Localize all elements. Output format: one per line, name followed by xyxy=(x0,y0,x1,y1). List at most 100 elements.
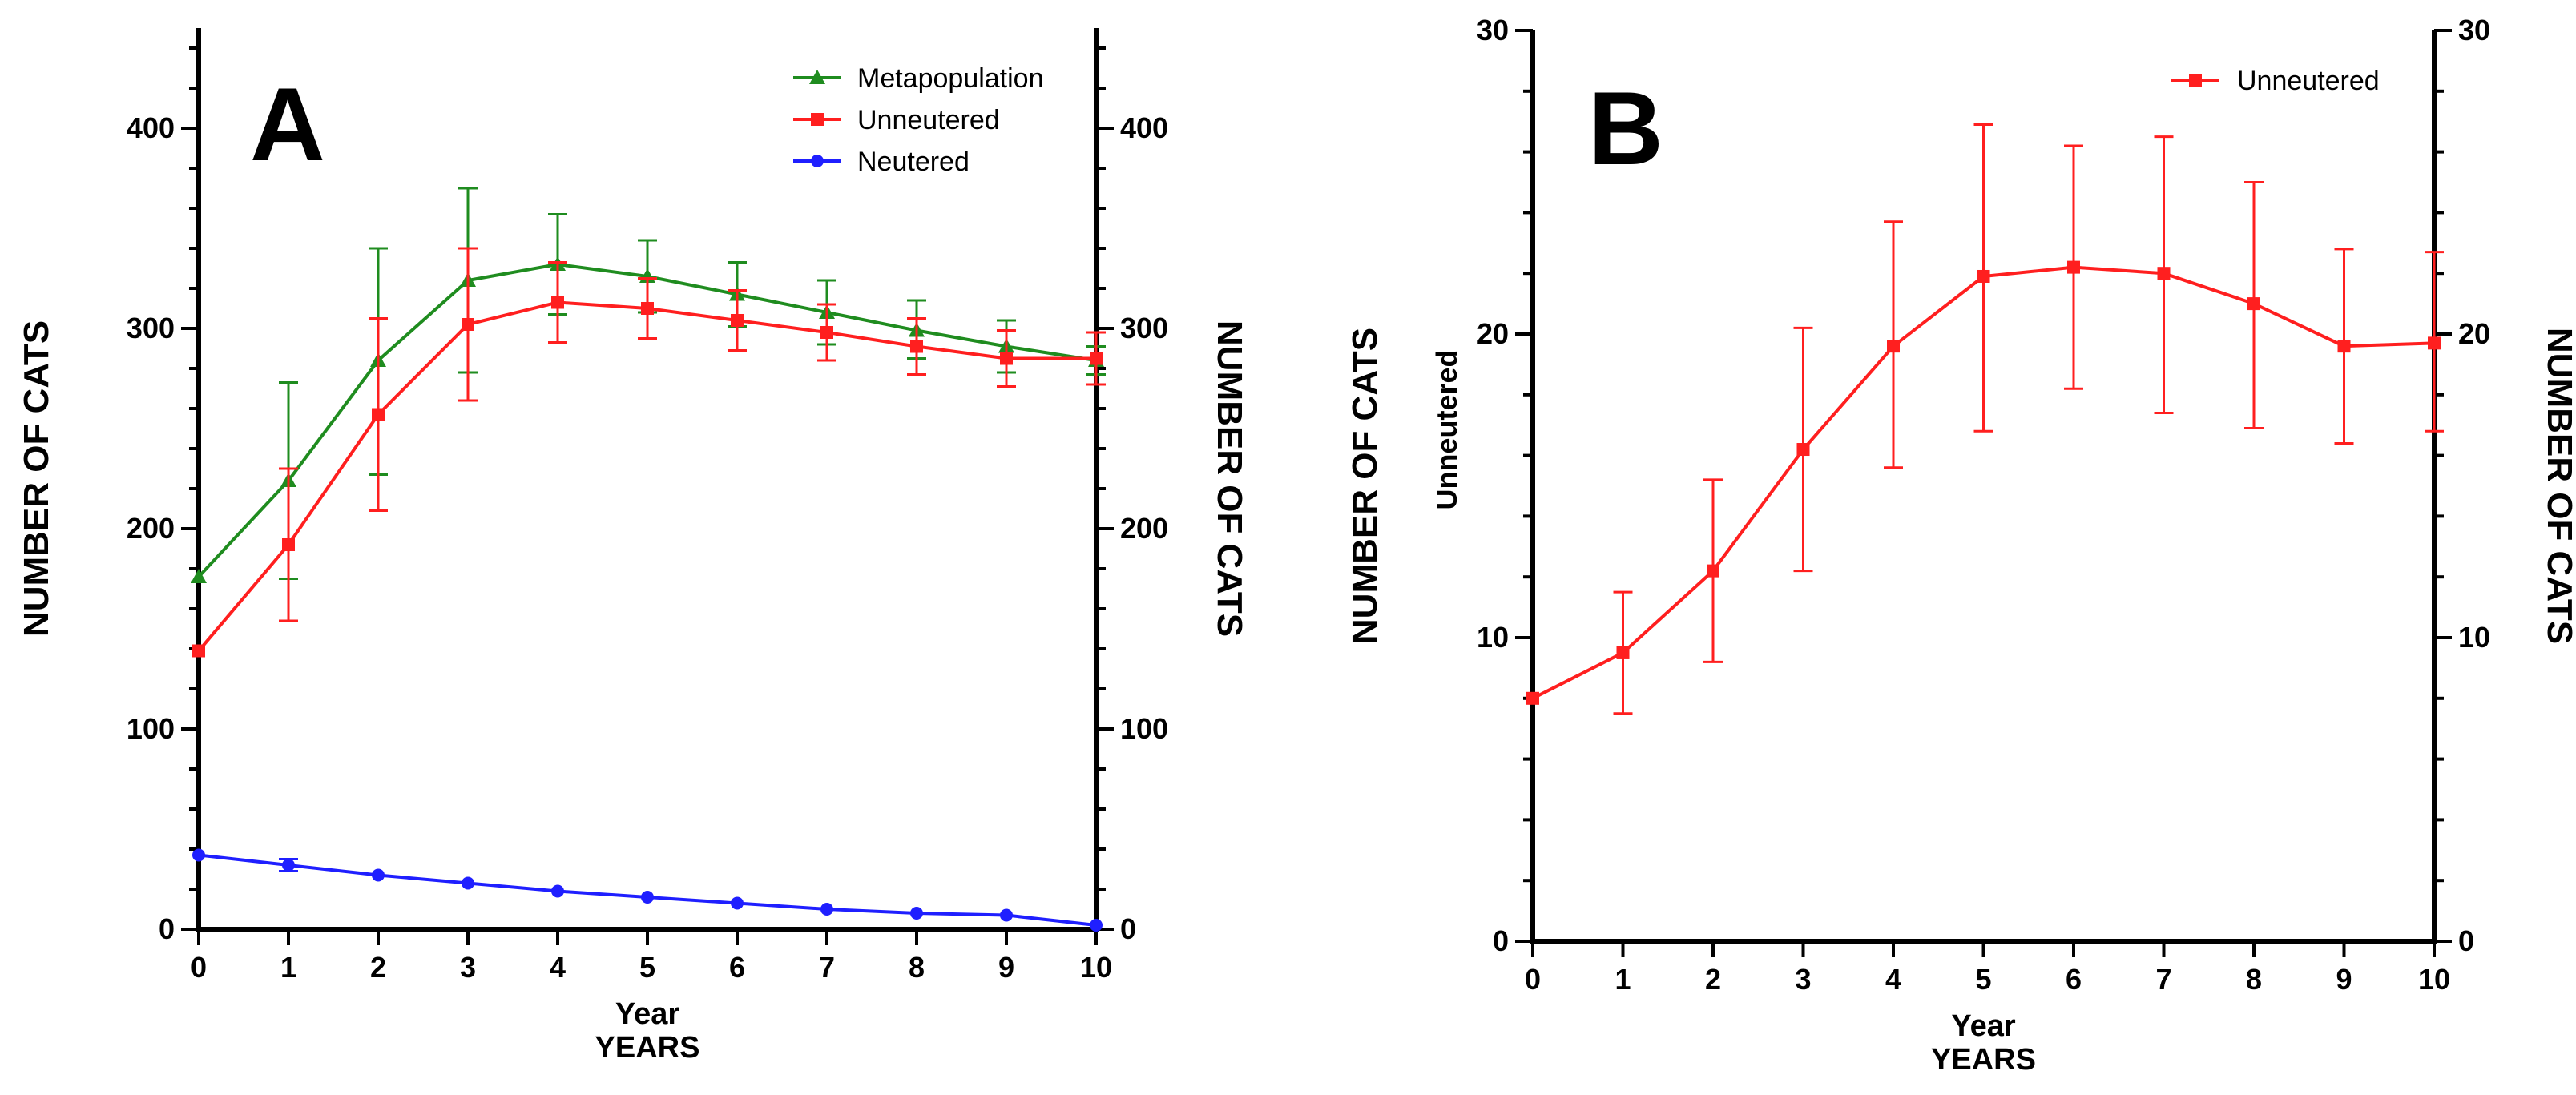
x-tick-label: 7 xyxy=(2155,963,2171,996)
x-tick-label: 0 xyxy=(1525,963,1541,996)
legend-label: Metapopulation xyxy=(857,63,1044,94)
y-axis-title-left: NUMBER OF CATS xyxy=(17,320,56,637)
data-point xyxy=(910,907,923,920)
x-axis-title: Year xyxy=(615,997,680,1031)
legend-marker xyxy=(811,155,824,167)
data-point xyxy=(282,538,295,551)
y-tick-label-right: 400 xyxy=(1120,111,1168,144)
x-tick-label: 7 xyxy=(819,951,835,984)
x-axis-title-secondary: YEARS xyxy=(1931,1043,2036,1077)
y-axis-title-right: NUMBER OF CATS xyxy=(2540,328,2576,644)
y-tick-label-left: 10 xyxy=(1477,621,1509,654)
data-point xyxy=(1090,919,1103,932)
data-point xyxy=(551,884,564,898)
data-point xyxy=(192,848,205,862)
x-tick-label: 10 xyxy=(1080,951,1112,984)
data-point xyxy=(372,868,385,882)
data-point xyxy=(192,644,205,658)
data-point xyxy=(1090,352,1103,365)
y-tick-label-right: 30 xyxy=(2458,14,2490,46)
data-point xyxy=(1526,691,1539,705)
y-tick-label-left: 400 xyxy=(127,111,175,144)
x-axis-title: Year xyxy=(1951,1009,2016,1043)
legend-label: Unneutered xyxy=(2237,66,2380,96)
series-neutered xyxy=(192,848,1103,932)
data-point xyxy=(731,896,744,910)
y-tick-label-right: 100 xyxy=(1120,712,1168,745)
y-tick-label-right: 0 xyxy=(1120,912,1136,945)
x-tick-label: 3 xyxy=(1795,963,1811,996)
series-line xyxy=(198,853,1097,927)
y-tick-label-left: 0 xyxy=(1493,924,1509,957)
data-point xyxy=(2157,267,2171,280)
y-tick-label-right: 20 xyxy=(2458,317,2490,350)
y-axis-title-right: NUMBER OF CATS xyxy=(1210,320,1249,637)
x-tick-label: 3 xyxy=(460,951,476,984)
data-point xyxy=(2428,336,2441,350)
data-point xyxy=(1616,646,1630,659)
legend-marker xyxy=(811,113,824,126)
data-point xyxy=(462,876,474,890)
data-point xyxy=(282,859,295,872)
data-point xyxy=(191,569,207,583)
series-unneutered xyxy=(1526,123,2444,715)
x-tick-label: 1 xyxy=(280,951,296,984)
x-tick-label: 8 xyxy=(909,951,925,984)
x-tick-label: 1 xyxy=(1615,963,1631,996)
y-tick-label-left: 300 xyxy=(127,312,175,344)
data-point xyxy=(2247,297,2260,311)
data-point xyxy=(1000,352,1013,365)
y-axis-title-inner: Unneutered xyxy=(1430,349,1463,509)
x-tick-label: 5 xyxy=(1975,963,1991,996)
data-point xyxy=(1887,340,1900,353)
y-tick-label-left: 0 xyxy=(159,912,175,945)
series-line xyxy=(197,300,1096,652)
data-point xyxy=(551,296,564,309)
y-tick-label-right: 300 xyxy=(1120,312,1168,344)
y-tick-label-left: 20 xyxy=(1477,317,1509,350)
y-tick-label-left: 30 xyxy=(1477,14,1509,46)
legend-marker xyxy=(2189,74,2202,87)
panel-letter: A xyxy=(250,66,325,183)
data-point xyxy=(641,302,654,315)
x-tick-label: 4 xyxy=(550,951,566,984)
data-point xyxy=(1707,564,1719,578)
data-point xyxy=(820,903,833,916)
data-point xyxy=(462,318,474,331)
legend-label: Neutered xyxy=(857,147,970,177)
x-axis-title-secondary: YEARS xyxy=(595,1031,700,1065)
x-tick-label: 2 xyxy=(1705,963,1721,996)
legend-marker xyxy=(809,70,825,84)
y-tick-label-left: 100 xyxy=(127,712,175,745)
x-tick-label: 5 xyxy=(639,951,655,984)
data-point xyxy=(2067,260,2080,274)
data-point xyxy=(372,408,385,421)
x-tick-label: 6 xyxy=(729,951,745,984)
data-point xyxy=(1000,908,1013,922)
x-tick-label: 9 xyxy=(2336,963,2352,996)
series-unneutered xyxy=(192,247,1106,658)
data-point xyxy=(1796,443,1810,457)
data-point xyxy=(1977,269,1990,283)
data-point xyxy=(910,340,923,353)
x-tick-label: 9 xyxy=(998,951,1014,984)
x-tick-label: 6 xyxy=(2066,963,2082,996)
series-metapopulation xyxy=(191,187,1106,583)
legend-label: Unneutered xyxy=(857,105,1000,135)
data-point xyxy=(2337,340,2351,353)
y-tick-label-right: 10 xyxy=(2458,621,2490,654)
x-tick-label: 2 xyxy=(370,951,386,984)
y-tick-label-right: 200 xyxy=(1120,512,1168,545)
x-tick-label: 10 xyxy=(2418,963,2450,996)
x-tick-label: 4 xyxy=(1885,963,1901,996)
y-tick-label-right: 0 xyxy=(2458,924,2474,957)
panel-letter: B xyxy=(1588,70,1663,187)
y-tick-label-left: 200 xyxy=(127,512,175,545)
x-tick-label: 8 xyxy=(2246,963,2262,996)
y-axis-title-left: NUMBER OF CATS xyxy=(1345,328,1385,644)
data-point xyxy=(731,314,744,327)
data-point xyxy=(820,326,833,339)
